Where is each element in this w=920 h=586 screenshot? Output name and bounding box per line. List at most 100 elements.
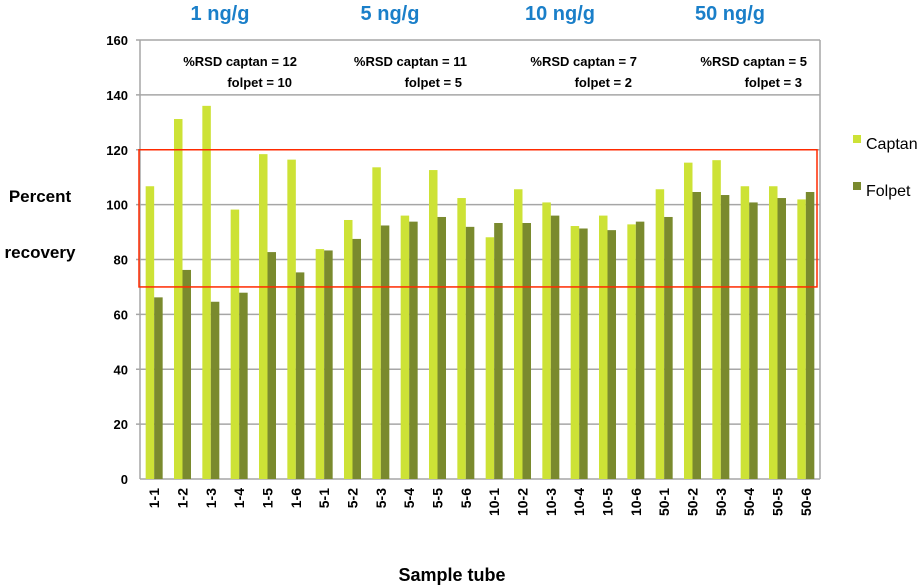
x-tick-label: 10-3: [543, 488, 559, 516]
bar-captan-1-4: [230, 209, 240, 479]
bar-folpet-5-1: [324, 250, 333, 479]
x-tick-label: 5-3: [373, 488, 389, 508]
y-axis-label-line2: recovery: [5, 243, 76, 262]
bars: [138, 105, 818, 480]
bar-folpet-1-1: [154, 297, 163, 479]
bar-folpet-10-6: [635, 221, 645, 480]
group-labels: 1 ng/g %RSD captan = 12 folpet = 10 5 ng/g%…: [183, 3, 807, 90]
y-axis-label-line1: Percent: [9, 187, 72, 206]
x-tick-label: 1-5: [260, 488, 276, 508]
x-tick-label: 10-1: [486, 488, 502, 516]
bar-captan-50-3: [712, 160, 721, 479]
bar-folpet-1-5: [267, 252, 276, 479]
x-tick-label: 50-3: [713, 488, 729, 516]
bar-folpet-10-1: [494, 223, 503, 479]
legend-label-captan: Captan: [866, 136, 918, 153]
y-tick-label: 120: [106, 143, 128, 158]
bar-captan-10-1: [485, 237, 495, 479]
y-tick-label: 0: [121, 472, 128, 487]
y-tick-labels: 0 20 40 60 80 100 120 140 160: [106, 33, 128, 487]
rsd-folpet-label: folpet = 10: [227, 75, 292, 90]
y-tick-label: 60: [114, 307, 128, 322]
bar-folpet-1-2: [182, 269, 191, 479]
x-tick-label: 1-3: [203, 488, 219, 508]
x-tick-label: 5-1: [316, 488, 332, 508]
bar-folpet-1-4: [239, 292, 248, 479]
x-tick-label: 10-2: [515, 488, 531, 516]
group-label: 10 ng/g: [525, 3, 595, 25]
x-tick-label: 10-5: [600, 488, 616, 516]
x-tick-label: 50-6: [798, 488, 814, 516]
legend-label-folpet: Folpet: [866, 183, 911, 200]
x-tick-label: 1-6: [288, 488, 304, 508]
x-axis-label: Sample tube: [398, 565, 505, 585]
x-tick-labels: 1-1 1-2 1-3 1-4 1-5 1-6 5-1 5-2 5-3 5-4 5-5 5-6 10-1…: [146, 488, 814, 516]
bar-captan-5-1: [315, 249, 325, 479]
x-tick-label: 1-4: [231, 488, 247, 508]
bar-captan-10-4: [570, 226, 580, 479]
legend: Captan Folpet: [853, 135, 918, 200]
bar-captan-1-6: [287, 159, 296, 479]
group-label: 1 ng/g: [191, 3, 250, 25]
bar-folpet-5-3: [380, 225, 390, 479]
bar-folpet-1-6: [295, 272, 305, 479]
x-tick-label: 1-2: [175, 488, 191, 508]
bar-captan-1-3: [202, 105, 211, 479]
bar-captan-5-2: [344, 219, 353, 480]
bar-folpet-5-2: [352, 238, 361, 479]
x-tick-label: 1-1: [146, 488, 162, 508]
x-tick-label: 5-4: [401, 488, 417, 508]
legend-swatch-folpet: [853, 182, 861, 190]
bar-captan-50-4: [740, 186, 750, 479]
bar-folpet-5-6: [465, 226, 475, 479]
bar-captan-50-5: [769, 186, 778, 479]
rsd-folpet-label: folpet = 5: [405, 75, 462, 90]
bar-captan-5-5: [429, 170, 438, 479]
bar-folpet-10-3: [550, 215, 560, 479]
rsd-folpet-label: folpet = 3: [745, 75, 802, 90]
rsd-captan-label: %RSD captan = 5: [700, 54, 807, 69]
bar-folpet-50-2: [692, 192, 701, 479]
rsd-folpet-label: folpet = 2: [575, 75, 632, 90]
x-tick-label: 5-2: [345, 488, 361, 508]
bar-folpet-50-1: [664, 216, 673, 480]
x-tick-label: 10-4: [571, 488, 587, 516]
bar-folpet-5-4: [409, 221, 418, 480]
bar-captan-50-2: [684, 162, 693, 479]
bar-captan-10-3: [542, 202, 551, 479]
bar-captan-1-5: [259, 154, 268, 479]
bar-folpet-50-5: [777, 198, 786, 480]
rsd-captan-label: %RSD captan = 7: [530, 54, 637, 69]
x-tick-label: 50-1: [656, 488, 672, 516]
y-tick-label: 160: [106, 33, 128, 48]
bar-captan-10-5: [599, 215, 608, 479]
legend-swatch-captan: [853, 135, 861, 143]
group-label: 5 ng/g: [361, 3, 420, 25]
x-tick-label: 50-2: [685, 488, 701, 516]
rsd-captan-label: %RSD captan = 11: [354, 54, 467, 69]
x-tick-label: 5-6: [458, 488, 474, 508]
bar-folpet-50-3: [720, 195, 730, 479]
bar-captan-5-6: [457, 198, 466, 480]
x-tick-label: 50-4: [741, 488, 757, 516]
y-tick-label: 80: [114, 253, 128, 268]
y-tick-label: 140: [106, 88, 128, 103]
bar-folpet-10-4: [579, 228, 588, 479]
bar-captan-10-6: [627, 224, 636, 479]
bar-folpet-1-3: [210, 301, 220, 479]
y-tick-label: 20: [114, 417, 128, 432]
x-tick-label: 10-6: [628, 488, 644, 516]
bar-folpet-50-6: [805, 192, 815, 479]
bar-captan-50-6: [797, 199, 806, 480]
bar-folpet-10-5: [607, 230, 616, 479]
bar-folpet-10-2: [522, 223, 531, 479]
y-tick-label: 40: [114, 362, 128, 377]
group-label: 50 ng/g: [695, 3, 765, 25]
bar-captan-10-2: [514, 189, 523, 479]
bar-folpet-50-4: [749, 202, 758, 479]
x-tick-label: 5-5: [430, 488, 446, 508]
bar-captan-1-2: [174, 119, 183, 480]
bar-captan-1-1: [145, 186, 155, 479]
